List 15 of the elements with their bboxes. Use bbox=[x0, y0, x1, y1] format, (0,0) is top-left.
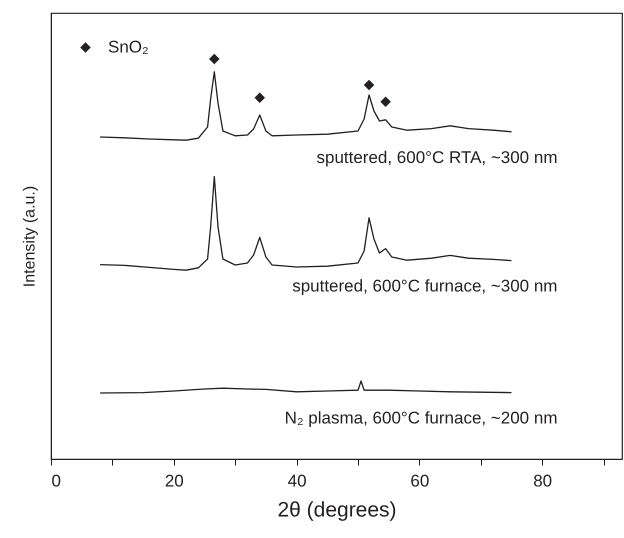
series-label: N₂ plasma, 600°C furnace, ~200 nm bbox=[284, 408, 558, 428]
x-tick-label: 0 bbox=[52, 472, 61, 490]
x-tick-label: 60 bbox=[410, 472, 430, 490]
x-tick-label: 40 bbox=[288, 472, 307, 490]
x-axis-title: 2θ (degrees) bbox=[277, 498, 397, 522]
point bbox=[209, 54, 220, 64]
x-tick-label: 80 bbox=[533, 472, 552, 490]
series-label: sputtered, 600°C furnace, ~300 nm bbox=[292, 276, 558, 296]
point bbox=[380, 96, 391, 108]
y-axis-title: Intensity (a.u.) bbox=[22, 186, 38, 288]
legend-label: SnO₂ bbox=[108, 38, 149, 56]
series-label: sputtered, 600°C RTA, ~300 nm bbox=[316, 148, 558, 167]
x-tick-label: 20 bbox=[164, 472, 184, 490]
point bbox=[364, 80, 374, 90]
point bbox=[254, 92, 265, 104]
